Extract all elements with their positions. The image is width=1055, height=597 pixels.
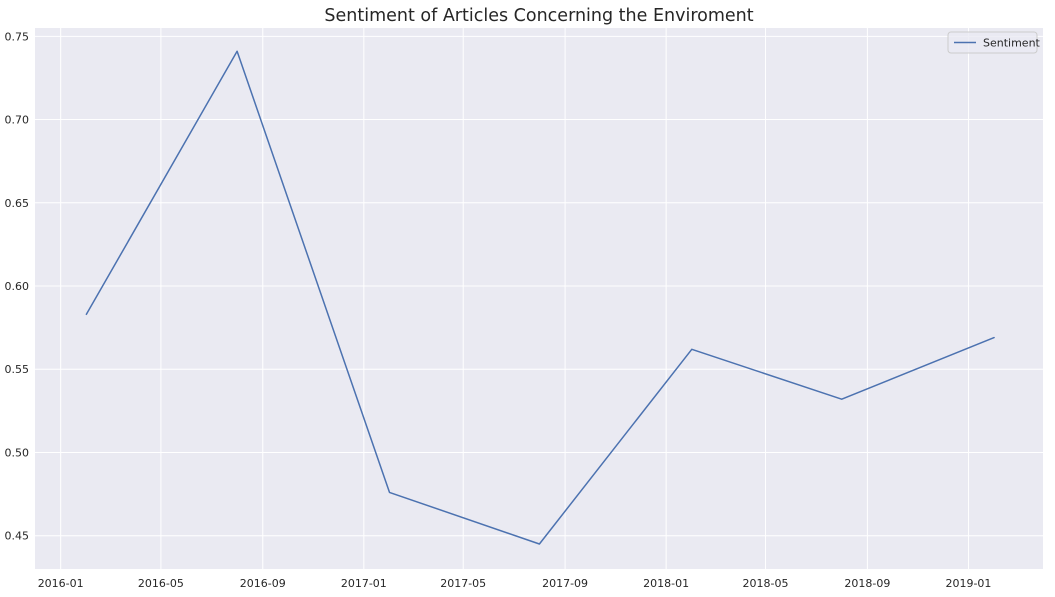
y-tick-label: 0.75 — [5, 30, 30, 43]
y-tick-label: 0.65 — [5, 197, 30, 210]
x-tick-label: 2016-09 — [240, 577, 286, 590]
data-point — [388, 490, 392, 494]
x-tick-label: 2018-01 — [643, 577, 689, 590]
y-tick-label: 0.50 — [5, 446, 30, 459]
x-tick-label: 2017-01 — [341, 577, 387, 590]
x-tick-label: 2019-01 — [945, 577, 991, 590]
x-tick-label: 2016-05 — [138, 577, 184, 590]
y-tick-label: 0.45 — [5, 530, 30, 543]
data-point — [690, 347, 694, 351]
x-tick-label: 2016-01 — [38, 577, 84, 590]
chart-title: Sentiment of Articles Concerning the Env… — [324, 6, 753, 26]
plot-area — [35, 28, 1043, 569]
tick-labels: 0.45 0.50 0.55 0.60 0.65 0.70 0.75 2016-01 2016-… — [5, 30, 992, 590]
series-line-sentiment — [85, 50, 995, 545]
y-tick-label: 0.55 — [5, 363, 30, 376]
y-tick-label: 0.60 — [5, 280, 30, 293]
data-point — [84, 312, 88, 316]
legend: Sentiment — [947, 31, 1041, 54]
data-point — [537, 542, 541, 546]
data-point — [992, 336, 996, 340]
legend-label-sentiment: Sentiment — [983, 37, 1041, 50]
x-tick-label: 2018-05 — [743, 577, 789, 590]
grid-lines — [35, 28, 1043, 569]
x-tick-label: 2018-09 — [844, 577, 890, 590]
x-tick-label: 2017-05 — [440, 577, 486, 590]
y-tick-label: 0.70 — [5, 114, 30, 127]
x-tick-label: 2017-09 — [542, 577, 588, 590]
legend-box — [947, 31, 1038, 54]
data-point — [840, 397, 844, 401]
data-point — [235, 49, 239, 53]
series-layer — [84, 49, 996, 546]
